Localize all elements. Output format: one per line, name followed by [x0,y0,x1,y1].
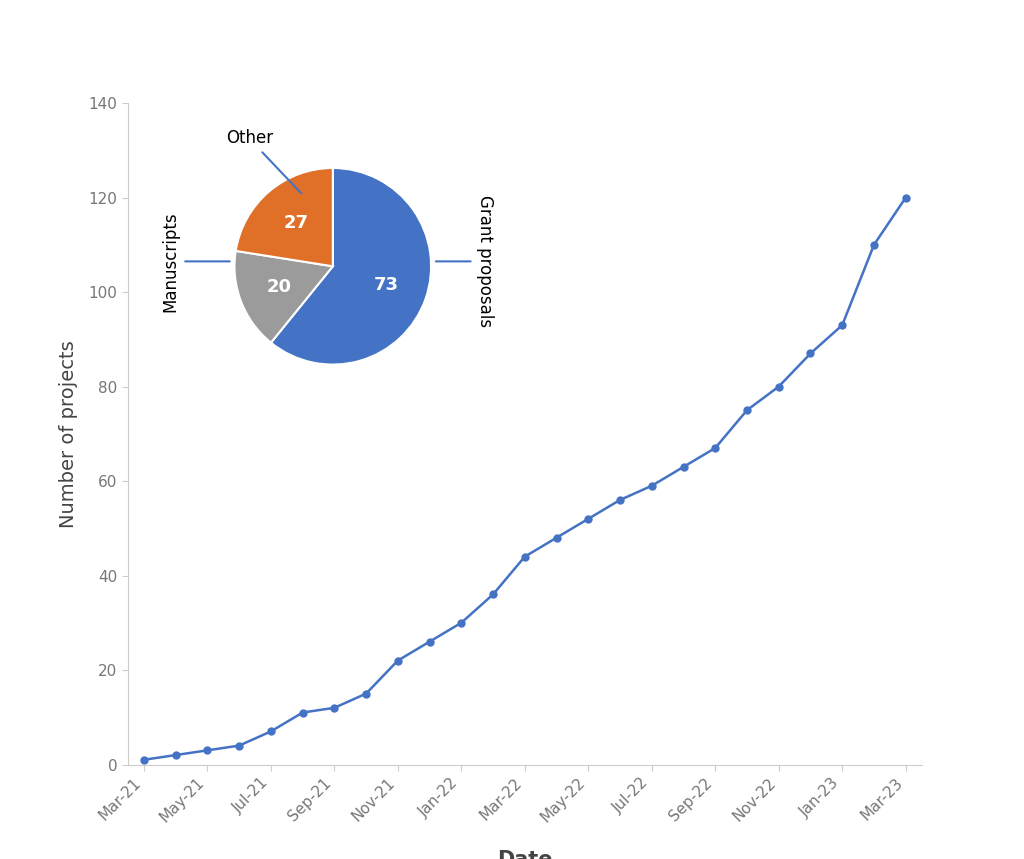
Wedge shape [271,168,431,364]
Text: 27: 27 [284,214,308,232]
Wedge shape [234,251,333,343]
Text: Other: Other [225,130,301,193]
X-axis label: Date: Date [497,850,553,859]
Text: 20: 20 [267,277,292,295]
Text: Grant proposals: Grant proposals [436,195,495,327]
Wedge shape [236,168,333,266]
Y-axis label: Number of projects: Number of projects [58,340,78,527]
Text: 73: 73 [374,277,399,295]
Text: Manuscripts: Manuscripts [162,211,229,312]
